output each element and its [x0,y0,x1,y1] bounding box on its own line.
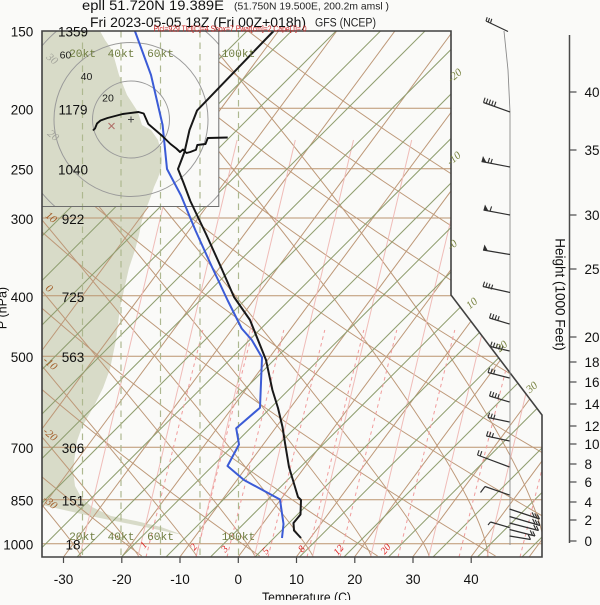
svg-text:40: 40 [585,85,600,100]
svg-text:-20: -20 [112,572,132,587]
svg-text:922: 922 [62,212,85,227]
svg-text:60kt: 60kt [147,49,174,61]
svg-text:-30: -30 [54,572,74,587]
svg-text:Plcl=929 Tlcl[C]=4 Shox=7 Pwat: Plcl=929 Tlcl[C]=4 Shox=7 Pwat[cm]=2 Cap… [154,25,307,34]
svg-text:35: 35 [585,143,600,158]
svg-text:epll 51.720N 19.389E: epll 51.720N 19.389E [82,0,224,13]
svg-text:300: 300 [11,212,34,227]
svg-text:30: 30 [585,208,600,223]
svg-text:20: 20 [347,572,362,587]
svg-text:14: 14 [585,397,600,412]
svg-text:8: 8 [585,457,593,472]
svg-text:-10: -10 [170,572,190,587]
svg-text:563: 563 [62,350,85,365]
svg-text:25: 25 [585,262,600,277]
svg-text:150: 150 [11,25,34,40]
svg-text:12: 12 [585,419,600,434]
svg-text:2: 2 [585,513,593,528]
svg-text:6: 6 [585,475,593,490]
svg-text:40: 40 [464,572,479,587]
svg-text:1040: 1040 [58,163,88,178]
svg-text:20kt: 20kt [69,532,96,544]
svg-text:30: 30 [405,572,420,587]
svg-text:151: 151 [62,494,85,509]
svg-text:60kt: 60kt [147,532,174,544]
svg-text:1179: 1179 [58,102,87,117]
svg-text:1000: 1000 [3,538,33,553]
svg-text:GFS (NCEP): GFS (NCEP) [315,18,376,30]
svg-text:10: 10 [289,572,304,587]
svg-text:Height (1000 Feet): Height (1000 Feet) [553,238,568,351]
svg-text:20: 20 [102,93,114,105]
svg-text:700: 700 [11,441,34,456]
svg-text:850: 850 [11,494,34,509]
svg-text:Temperature (C): Temperature (C) [262,590,351,600]
svg-text:20: 20 [585,330,600,345]
svg-text:0: 0 [585,534,593,549]
svg-text:400: 400 [11,290,34,305]
svg-text:200: 200 [11,102,34,117]
svg-text:500: 500 [11,350,34,365]
svg-text:40kt: 40kt [108,532,135,544]
svg-text:20kt: 20kt [69,49,96,61]
svg-text:4: 4 [585,495,593,510]
svg-text:40kt: 40kt [108,49,135,61]
svg-text:100kt: 100kt [222,49,256,61]
svg-text:(51.750N 19.500E, 200.2m amsl: (51.750N 19.500E, 200.2m amsl ) [234,1,389,13]
svg-text:725: 725 [62,290,85,305]
svg-text:40: 40 [81,71,93,83]
svg-text:18: 18 [585,355,600,370]
svg-text:0: 0 [235,572,243,587]
svg-text:10: 10 [585,437,600,452]
svg-text:306: 306 [62,441,85,456]
svg-text:1359: 1359 [58,25,88,40]
svg-text:250: 250 [11,163,34,178]
svg-text:100kt: 100kt [222,532,256,544]
svg-text:P (hPa): P (hPa) [0,287,10,329]
svg-text:16: 16 [585,375,600,390]
